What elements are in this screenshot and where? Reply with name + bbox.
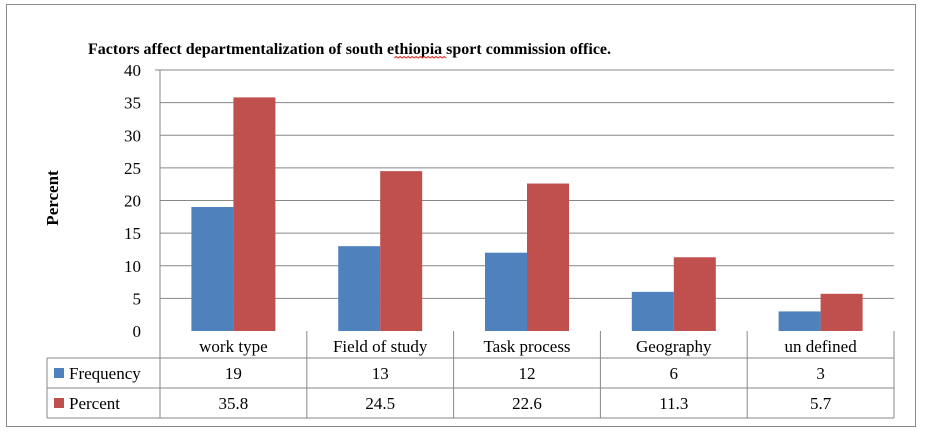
chart-frame (6, 4, 916, 427)
table-cell-percent: 24.5 (365, 394, 395, 413)
table-cell-percent: 35.8 (219, 394, 249, 413)
y-tick-label: 35 (124, 94, 141, 113)
data-table: work type Field of study Task process Geogr… (46, 331, 895, 419)
table-cell-percent: 5.7 (810, 394, 832, 413)
bar-frequency-4 (631, 291, 674, 331)
y-axis-ticks: 0 5 10 15 20 25 30 35 40 (124, 61, 141, 341)
table-cell-percent: 22.6 (512, 394, 542, 413)
y-tick-label: 0 (133, 322, 142, 341)
y-tick-label: 40 (124, 61, 141, 80)
table-cell-frequency: 19 (225, 364, 242, 383)
x-category-label: Field of study (333, 337, 428, 356)
table-cell-frequency: 6 (670, 364, 679, 383)
bar-frequency-2 (338, 246, 381, 331)
bar-frequency-5 (778, 311, 821, 331)
bar-percent-4 (673, 257, 716, 331)
y-tick-label: 30 (124, 126, 141, 145)
x-category-label: Task process (483, 337, 570, 356)
y-tick-label: 25 (124, 159, 141, 178)
bar-percent-5 (820, 293, 863, 331)
legend-swatch-frequency (54, 368, 64, 378)
legend-label-percent: Percent (69, 394, 120, 413)
x-category-label: Geography (636, 337, 712, 356)
bar-percent-1 (233, 97, 276, 331)
legend-swatch-percent (54, 398, 64, 408)
chart-title: Factors affect departmentalization of so… (88, 41, 611, 58)
y-tick-label: 15 (124, 224, 141, 243)
y-tick-label: 5 (133, 289, 142, 308)
gridlines (155, 69, 894, 331)
spellcheck-underline (393, 55, 447, 59)
bars (191, 97, 863, 331)
table-cell-frequency: 13 (372, 364, 389, 383)
table-cell-frequency: 3 (816, 364, 825, 383)
table-cell-percent: 11.3 (659, 394, 688, 413)
y-tick-label: 10 (124, 257, 141, 276)
x-category-label: un defined (784, 337, 857, 356)
legend-label-frequency: Frequency (69, 364, 141, 383)
y-axis-label: Percent (43, 170, 62, 226)
bar-frequency-3 (485, 252, 527, 331)
y-tick-label: 20 (124, 192, 141, 211)
bar-frequency-1 (191, 207, 234, 331)
x-category-label: work type (199, 337, 267, 356)
bar-percent-2 (380, 171, 423, 331)
bar-percent-3 (527, 183, 569, 331)
table-cell-frequency: 12 (519, 364, 536, 383)
